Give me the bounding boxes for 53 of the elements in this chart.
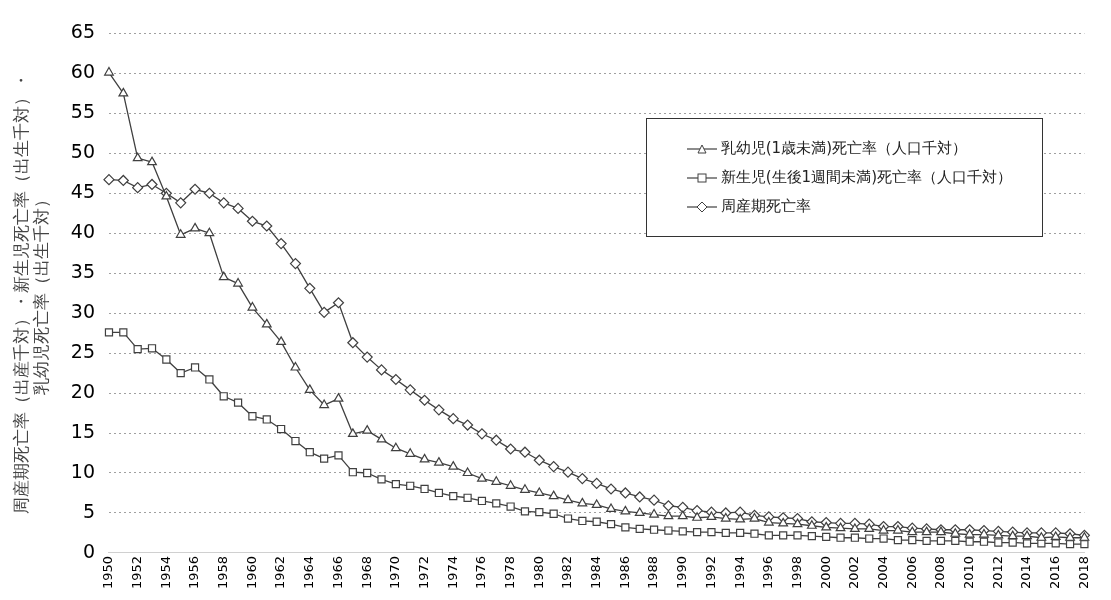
x-tick-label: 2010	[961, 555, 977, 590]
x-tick-label: 1996	[760, 555, 776, 590]
y-tick-label: 30	[70, 300, 95, 323]
x-tick-label: 1976	[473, 555, 489, 590]
x-tick-label: 1968	[358, 555, 374, 590]
y-tick-label: 50	[70, 140, 95, 163]
x-tick-label: 1990	[674, 555, 690, 590]
x-tick-label: 2012	[989, 555, 1005, 590]
x-tick-label: 1984	[588, 555, 604, 590]
x-tick-label: 1998	[788, 555, 804, 590]
y-tick-label: 25	[70, 340, 95, 363]
x-tick-label: 1974	[444, 555, 460, 590]
x-tick-label: 1972	[415, 555, 431, 590]
y-tick-label: 65	[70, 20, 95, 43]
x-tick-label: 1964	[301, 555, 317, 590]
y-tick-label: 5	[82, 499, 95, 522]
y-tick-label: 40	[70, 220, 95, 243]
y-tick-label: 10	[70, 459, 95, 482]
x-tick-label: 2002	[846, 555, 862, 590]
y-tick-label: 35	[70, 260, 95, 283]
x-tick-label: 2006	[903, 555, 919, 590]
x-tick-label: 1986	[616, 555, 632, 590]
y-tick-label: 60	[70, 60, 95, 83]
x-tick-label: 1960	[243, 555, 259, 590]
x-tick-label: 1966	[329, 555, 345, 590]
y-tick-label: 0	[82, 539, 95, 562]
x-tick-label: 1950	[100, 555, 116, 590]
x-tick-label: 1988	[645, 555, 661, 590]
x-tick-label: 1982	[559, 555, 575, 590]
y-tick-label: 20	[70, 380, 95, 402]
y-tick-label: 15	[70, 419, 95, 442]
x-tick-label: 1970	[387, 555, 403, 590]
x-tick-label: 2004	[874, 555, 890, 590]
x-tick-label: 2016	[1047, 555, 1063, 590]
legend-label: 周産期死亡率	[720, 197, 811, 216]
x-tick-label: 1994	[731, 555, 747, 590]
y-tick-label: 55	[70, 100, 95, 123]
x-tick-label: 1956	[186, 555, 202, 590]
x-tick-label: 1954	[157, 555, 173, 590]
x-tick-label: 1980	[530, 555, 546, 590]
x-tick-label: 2014	[1018, 555, 1034, 590]
y-tick-label: 45	[70, 180, 95, 203]
x-tick-label: 1978	[502, 555, 517, 590]
x-tick-label: 2000	[817, 555, 833, 590]
legend-label: 乳幼児(1歳未満)死亡率（人口千対）	[720, 139, 967, 158]
x-tick-label: 2018	[1075, 555, 1091, 590]
x-tick-label: 1958	[215, 555, 231, 590]
x-tick-label: 1952	[129, 555, 145, 590]
y-axis-title: 周産期死亡率（出産千対）・新生児死亡率（出生千対）・乳幼児死亡率（出生千対）	[10, 72, 52, 515]
x-tick-label: 1992	[702, 555, 718, 590]
x-tick-label: 1962	[272, 555, 288, 590]
x-tick-label: 2008	[932, 555, 948, 590]
legend-label: 新生児(生後1週間未満)死亡率（人口千対）	[720, 168, 1012, 187]
